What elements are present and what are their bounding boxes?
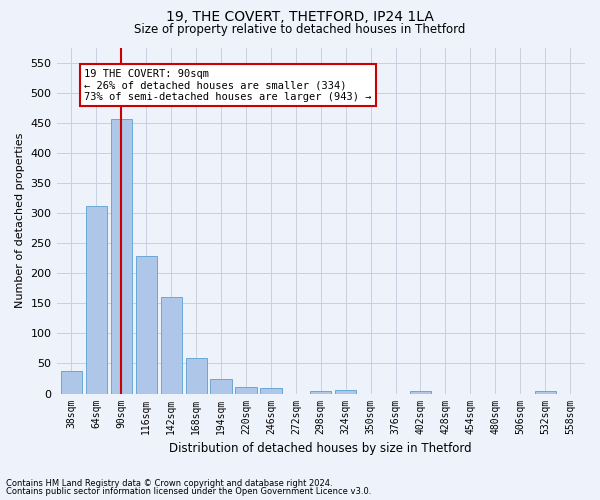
Bar: [61, 370, 82, 394]
Y-axis label: Number of detached properties: Number of detached properties: [15, 133, 25, 308]
Bar: [335, 390, 356, 394]
Bar: [211, 378, 232, 394]
Bar: [161, 296, 182, 394]
Bar: [185, 358, 207, 394]
Bar: [535, 390, 556, 394]
Text: Contains public sector information licensed under the Open Government Licence v3: Contains public sector information licen…: [6, 487, 371, 496]
Bar: [86, 206, 107, 394]
Bar: [260, 388, 281, 394]
Bar: [111, 119, 132, 394]
Text: Size of property relative to detached houses in Thetford: Size of property relative to detached ho…: [134, 22, 466, 36]
Text: Contains HM Land Registry data © Crown copyright and database right 2024.: Contains HM Land Registry data © Crown c…: [6, 478, 332, 488]
Text: 19 THE COVERT: 90sqm
← 26% of detached houses are smaller (334)
73% of semi-deta: 19 THE COVERT: 90sqm ← 26% of detached h…: [84, 68, 371, 102]
Bar: [136, 256, 157, 394]
Bar: [310, 390, 331, 394]
Bar: [410, 390, 431, 394]
Text: 19, THE COVERT, THETFORD, IP24 1LA: 19, THE COVERT, THETFORD, IP24 1LA: [166, 10, 434, 24]
Bar: [235, 387, 257, 394]
X-axis label: Distribution of detached houses by size in Thetford: Distribution of detached houses by size …: [169, 442, 472, 455]
